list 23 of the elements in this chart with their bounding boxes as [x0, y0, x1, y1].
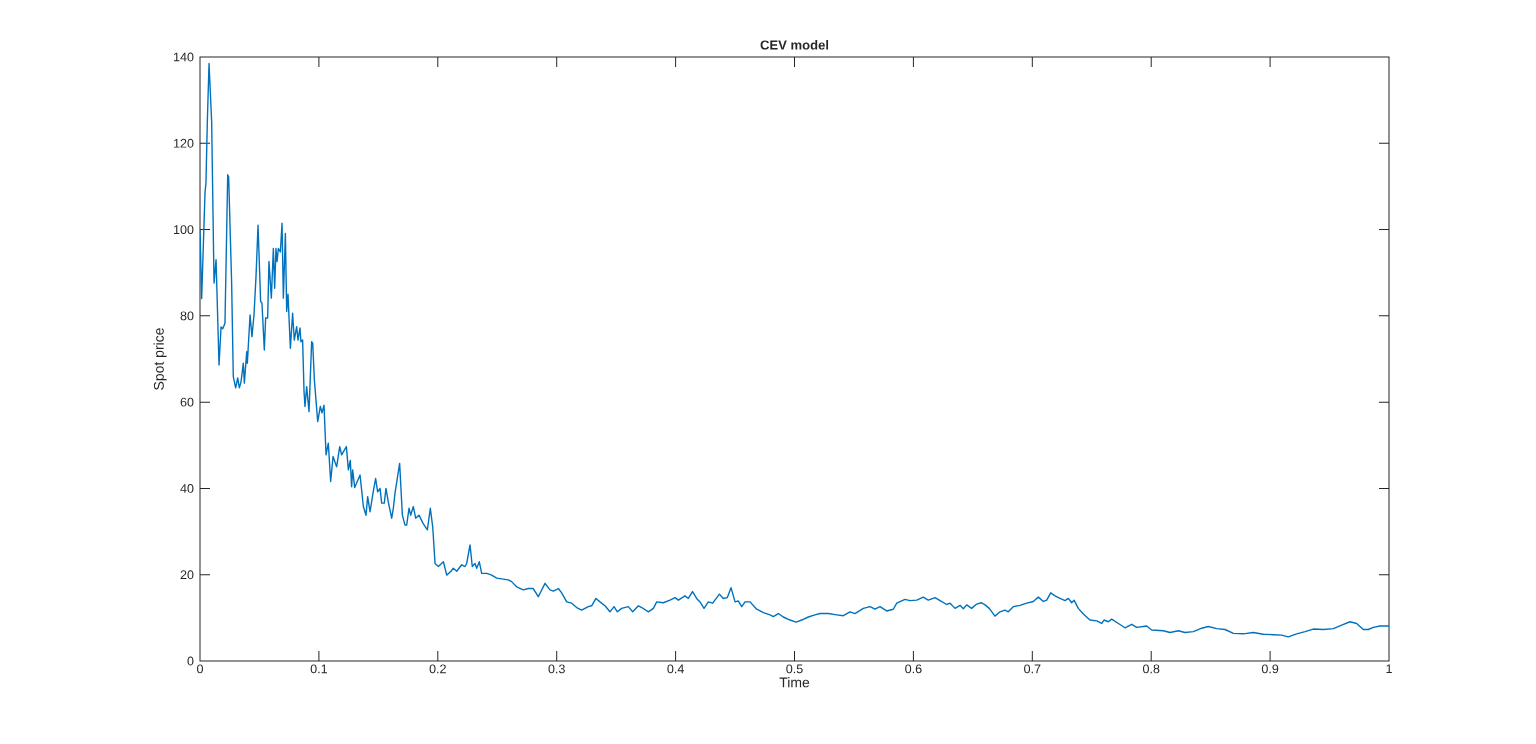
x-axis-title: Time	[779, 677, 810, 688]
y-tick-label: 140	[174, 52, 194, 62]
x-tick-label: 0.8	[1142, 664, 1160, 674]
chart-title: CEV model	[760, 40, 829, 50]
x-tick-label: 0.9	[1261, 664, 1279, 674]
x-tick-label: 1	[1386, 664, 1392, 673]
y-axis-title: Spot price	[153, 328, 167, 390]
y-tick-label: 100	[174, 225, 194, 235]
y-tick-label: 0	[187, 656, 194, 666]
x-tick-label: 0.2	[429, 664, 446, 674]
y-tick-label: 20	[180, 570, 194, 580]
x-tick-label: 0.7	[1024, 664, 1041, 674]
y-tick-label: 60	[180, 397, 194, 407]
x-tick-label: 0.3	[548, 664, 565, 674]
y-tick-label: 120	[174, 138, 194, 148]
x-tick-label: 0.6	[905, 664, 922, 674]
x-tick-label: 0.5	[786, 664, 803, 674]
x-tick-label: 0	[197, 664, 203, 674]
x-tick-label: 0.1	[310, 664, 327, 674]
y-tick-label: 40	[180, 484, 194, 493]
y-tick-label: 80	[180, 311, 194, 321]
x-tick-label: 0.4	[667, 664, 684, 674]
line-series	[200, 62, 1390, 638]
